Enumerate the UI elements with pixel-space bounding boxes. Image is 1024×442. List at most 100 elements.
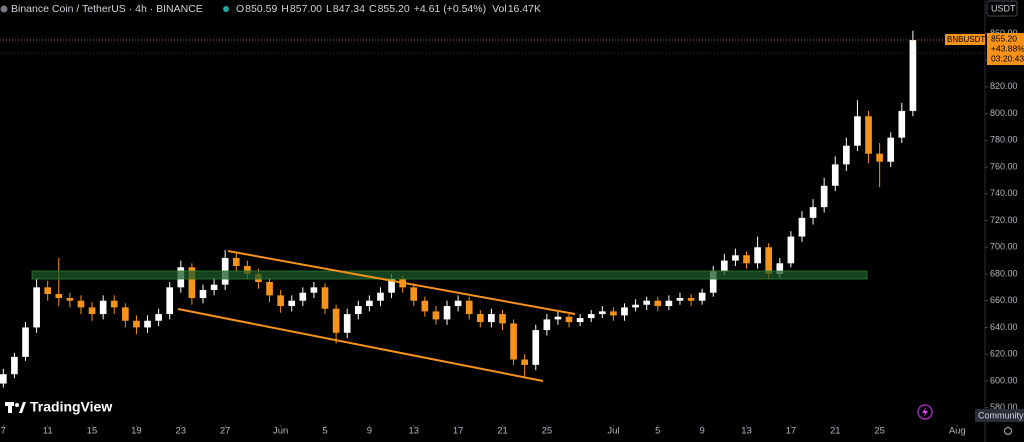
candle-body xyxy=(443,306,451,320)
y-tick-label: 580.00 xyxy=(990,402,1018,412)
candle-body xyxy=(354,306,362,315)
ticker: BNBUSDT xyxy=(947,35,985,44)
x-tick-label: 17 xyxy=(453,426,464,437)
candle-body xyxy=(687,298,695,301)
candle-body xyxy=(122,307,129,321)
candle-body xyxy=(798,217,806,237)
candle-body xyxy=(887,137,895,162)
candle-body xyxy=(133,320,140,328)
x-tick-label: 9 xyxy=(699,426,704,437)
legend-text: 850.59 xyxy=(245,3,277,15)
candle-body xyxy=(110,300,118,308)
y-tick-label: 760.00 xyxy=(990,161,1018,171)
countdown: 03:20:43 xyxy=(991,53,1024,63)
logo-mark xyxy=(15,403,19,407)
candle-body xyxy=(299,292,307,301)
x-tick-label: 25 xyxy=(542,426,553,437)
ohlc-legend: O 850.59 H 857.00 L 847.34 C 855.20 +4.61 (+0.54… xyxy=(236,3,541,15)
candle-body xyxy=(199,290,207,299)
price-badge xyxy=(987,33,1024,65)
candle-body xyxy=(565,316,573,323)
x-tick-label: 21 xyxy=(830,426,841,437)
currency: USDT xyxy=(991,3,1016,13)
candle-body xyxy=(22,327,29,357)
x-tick-label: 11 xyxy=(43,426,53,437)
trendline xyxy=(227,250,576,315)
status-dot xyxy=(223,6,229,12)
candle-body xyxy=(510,323,517,360)
y-tick-label: 660.00 xyxy=(990,295,1018,305)
brand: TradingView xyxy=(30,399,112,415)
x-tick-label: 7 xyxy=(1,426,6,437)
support-zone xyxy=(31,270,868,280)
candle-body xyxy=(543,319,551,331)
candle-body xyxy=(709,271,717,293)
y-axis: 580.00 600.00 620.00 640.00 660.00 680.00 700.… xyxy=(985,28,1018,412)
candle-body xyxy=(454,300,462,307)
symbol-icon[interactable] xyxy=(0,5,8,13)
candle-body xyxy=(865,116,872,154)
x-axis: 7 11 15 19 23 27 Jun 5 9 13 17 21 25 Jul 5 9 13 17 21 25 Aug xyxy=(1,425,966,437)
candle-body xyxy=(909,40,917,111)
candle-body xyxy=(377,292,384,301)
legend-text: Vol xyxy=(492,3,507,15)
plot xyxy=(0,30,917,388)
candle-body xyxy=(554,316,562,320)
candle-body xyxy=(232,257,240,266)
x-tick-label: Aug xyxy=(949,426,966,437)
y-tick-label: 800.00 xyxy=(990,108,1018,118)
candle-body xyxy=(343,314,351,333)
candle-body xyxy=(831,164,839,186)
x-tick-label: 5 xyxy=(655,426,660,437)
legend-text: C xyxy=(369,3,377,15)
y-tick-label: 700.00 xyxy=(990,242,1018,252)
settings-icon[interactable] xyxy=(1004,427,1012,435)
candle-body xyxy=(476,314,484,323)
currency-button[interactable] xyxy=(986,0,1018,17)
legend-text: 857.00 xyxy=(290,3,322,15)
candle-body xyxy=(843,145,850,165)
legend-text: 855.20 xyxy=(378,3,410,15)
candle-body xyxy=(0,374,7,384)
logo-mark xyxy=(19,402,26,413)
y-tick-label: 600.00 xyxy=(990,375,1018,385)
candle-body xyxy=(776,263,784,274)
candle-body xyxy=(499,314,506,324)
y-tick-label: 640.00 xyxy=(990,322,1018,332)
candle-body xyxy=(44,287,52,295)
candle-body xyxy=(88,307,96,315)
logo[interactable]: TradingView xyxy=(5,399,112,415)
candle-body xyxy=(721,260,728,272)
candle-body xyxy=(632,304,639,308)
candle-body xyxy=(665,300,673,307)
candle-body xyxy=(99,300,107,315)
price-axis xyxy=(985,0,1024,442)
x-tick-label: 19 xyxy=(131,426,142,437)
y-tick-label: 740.00 xyxy=(990,188,1018,198)
y-tick-label: 620.00 xyxy=(990,349,1018,359)
candle-body xyxy=(266,281,273,296)
candle-body xyxy=(787,236,795,264)
x-tick-label: 23 xyxy=(176,426,187,437)
candle-body xyxy=(77,300,85,308)
candle-body xyxy=(410,287,418,301)
candle-body xyxy=(188,267,196,299)
candle-body xyxy=(321,287,329,309)
candle-body xyxy=(288,300,296,307)
candle-body xyxy=(743,255,750,264)
x-tick-label: 27 xyxy=(220,426,231,437)
x-tick-label: Jun xyxy=(273,426,288,437)
candle-body xyxy=(698,292,706,301)
legend-text: 847.34 xyxy=(333,3,365,15)
candle-body xyxy=(809,207,817,218)
x-tick-label: 5 xyxy=(322,426,327,437)
candle-body xyxy=(587,314,595,319)
candle-body xyxy=(366,300,373,307)
legend-text: O xyxy=(236,3,244,15)
candle-body xyxy=(144,320,151,328)
candle-body xyxy=(244,265,251,274)
y-tick-label: 820.00 xyxy=(990,81,1018,91)
alert-icon[interactable] xyxy=(917,404,933,420)
